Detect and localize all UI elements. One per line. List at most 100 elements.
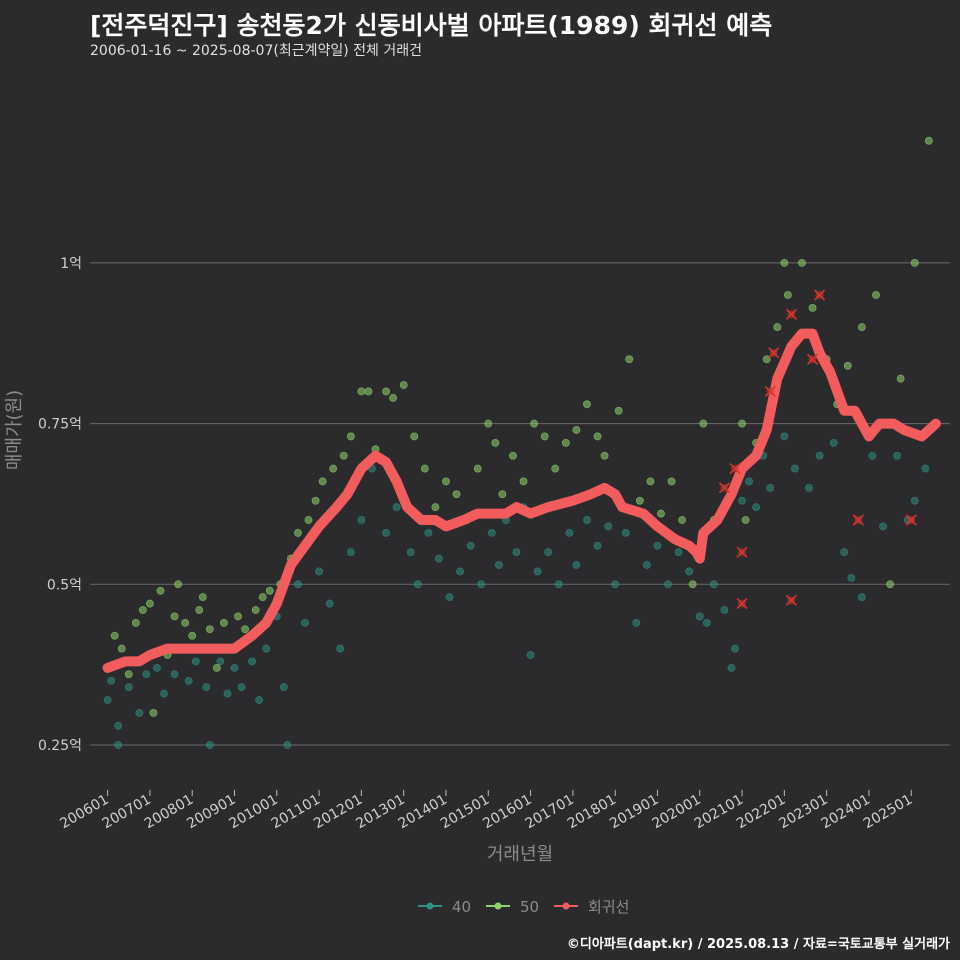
scatter-point-40 (893, 451, 902, 460)
regression-path (102, 328, 941, 673)
outlier-mark (729, 463, 741, 475)
legend-swatch-dot (494, 902, 502, 910)
legend: 40 50 회귀선 (418, 898, 629, 916)
scatter-point-40 (477, 580, 486, 589)
scatter-point-50 (241, 625, 249, 634)
scatter-point-50 (212, 663, 221, 672)
scatter-point-40 (512, 548, 521, 557)
scatter-point-50 (593, 432, 602, 441)
scatter-point-50 (857, 323, 866, 332)
scatter-point-50 (410, 432, 419, 441)
scatter-point-40 (709, 580, 718, 589)
scatter-point-40 (766, 483, 775, 492)
y-axis-title: 매매가(원) (4, 390, 25, 470)
scatter-point-40 (202, 683, 211, 692)
scatter-point-50 (170, 612, 179, 621)
scatter-point-50 (304, 516, 313, 524)
scatter-point-50 (188, 631, 197, 640)
scatter-point-40 (583, 516, 591, 524)
scatter-point-50 (924, 136, 933, 145)
legend-label: 50 (520, 898, 539, 916)
scatter-point-50 (149, 708, 158, 717)
scatter-point-50 (583, 400, 591, 409)
scatter-point-50 (872, 291, 880, 299)
scatter-point-40 (847, 573, 856, 582)
outlier-mark (852, 514, 864, 526)
scatter-point-40 (805, 483, 813, 492)
scatter-point-50 (635, 496, 644, 505)
scatter-point-50 (346, 432, 355, 441)
legend-swatch-dot (562, 902, 570, 910)
scatter-point-50 (117, 644, 126, 653)
scatter-point-50 (382, 387, 390, 396)
scatter-point-50 (258, 593, 267, 602)
scatter-point-50 (389, 393, 398, 402)
regression-outliers (718, 289, 917, 610)
scatter-point-40 (921, 464, 930, 473)
scatter-point-50 (364, 387, 373, 396)
scatter-point-50 (783, 291, 792, 299)
legend-swatch-dot (426, 902, 434, 910)
outlier-mark (736, 598, 748, 610)
scatter-point-40 (325, 599, 334, 608)
scatter-point-40 (255, 696, 264, 704)
scatter-point-50 (131, 618, 140, 627)
scatter-point-40 (114, 721, 123, 730)
scatter-point-40 (702, 618, 711, 627)
y-tick-label: 0.5억 (47, 577, 82, 593)
scatter-point-50 (896, 374, 905, 383)
outlier-mark (736, 546, 748, 558)
outlier-mark (806, 353, 819, 365)
scatter-point-50 (886, 580, 894, 589)
scatter-point-40 (720, 606, 729, 614)
scatter-point-40 (857, 593, 866, 602)
scatter-point-50 (181, 618, 190, 627)
scatter-point-50 (484, 419, 493, 428)
scatter-point-50 (667, 477, 676, 486)
outlier-mark (785, 308, 797, 320)
scatter-point-40 (445, 593, 454, 602)
outlier-mark (764, 385, 776, 397)
scatter-point-50 (646, 477, 655, 486)
scatter-point-40 (170, 670, 179, 679)
scatter-point-50 (420, 464, 429, 473)
scatter-point-50 (798, 258, 806, 267)
scatter-point-40 (868, 451, 877, 460)
scatter-point-50 (205, 625, 214, 634)
scatter-point-40 (494, 561, 503, 569)
scatter-point-50 (780, 258, 789, 267)
scatter-point-40 (611, 580, 620, 589)
scatter-point-50 (357, 387, 366, 396)
scatter-point-40 (621, 528, 630, 537)
scatter-point-40 (565, 528, 574, 537)
scatter-point-40 (191, 657, 200, 666)
chart-title: [전주덕진구] 송천동2가 신동비사벌 아파트(1989) 회귀선 예측 (90, 11, 773, 40)
scatter-point-40 (346, 548, 355, 557)
scatter-point-40 (815, 451, 824, 460)
y-tick-labels: 0.25억 0.5억 0.75억 1억 (38, 256, 82, 754)
scatter-point-40 (745, 477, 753, 486)
y-tick-label: 0.75억 (38, 417, 82, 433)
scatter-point-40 (642, 561, 651, 569)
scatter-point-40 (910, 496, 919, 505)
scatter-point-50 (473, 464, 482, 473)
scatter-point-40 (230, 663, 239, 672)
scatter-point-40 (456, 567, 464, 576)
scatter-point-40 (487, 528, 496, 537)
series-40-points (103, 432, 930, 749)
scatter-point-50 (491, 438, 500, 447)
scatter-point-50 (251, 606, 260, 614)
scatter-point-40 (572, 561, 581, 569)
scatter-point-40 (279, 683, 288, 692)
scatter-point-40 (829, 438, 838, 447)
scatter-point-50 (519, 477, 528, 486)
scatter-point-50 (311, 496, 320, 505)
scatter-point-40 (301, 618, 309, 627)
scatter-point-40 (184, 676, 193, 685)
scatter-point-40 (674, 548, 683, 557)
outlier-mark (905, 514, 917, 526)
scatter-point-40 (294, 580, 302, 589)
scatter-point-50 (530, 419, 538, 428)
scatter-point-40 (114, 741, 123, 749)
scatter-point-50 (110, 631, 119, 640)
